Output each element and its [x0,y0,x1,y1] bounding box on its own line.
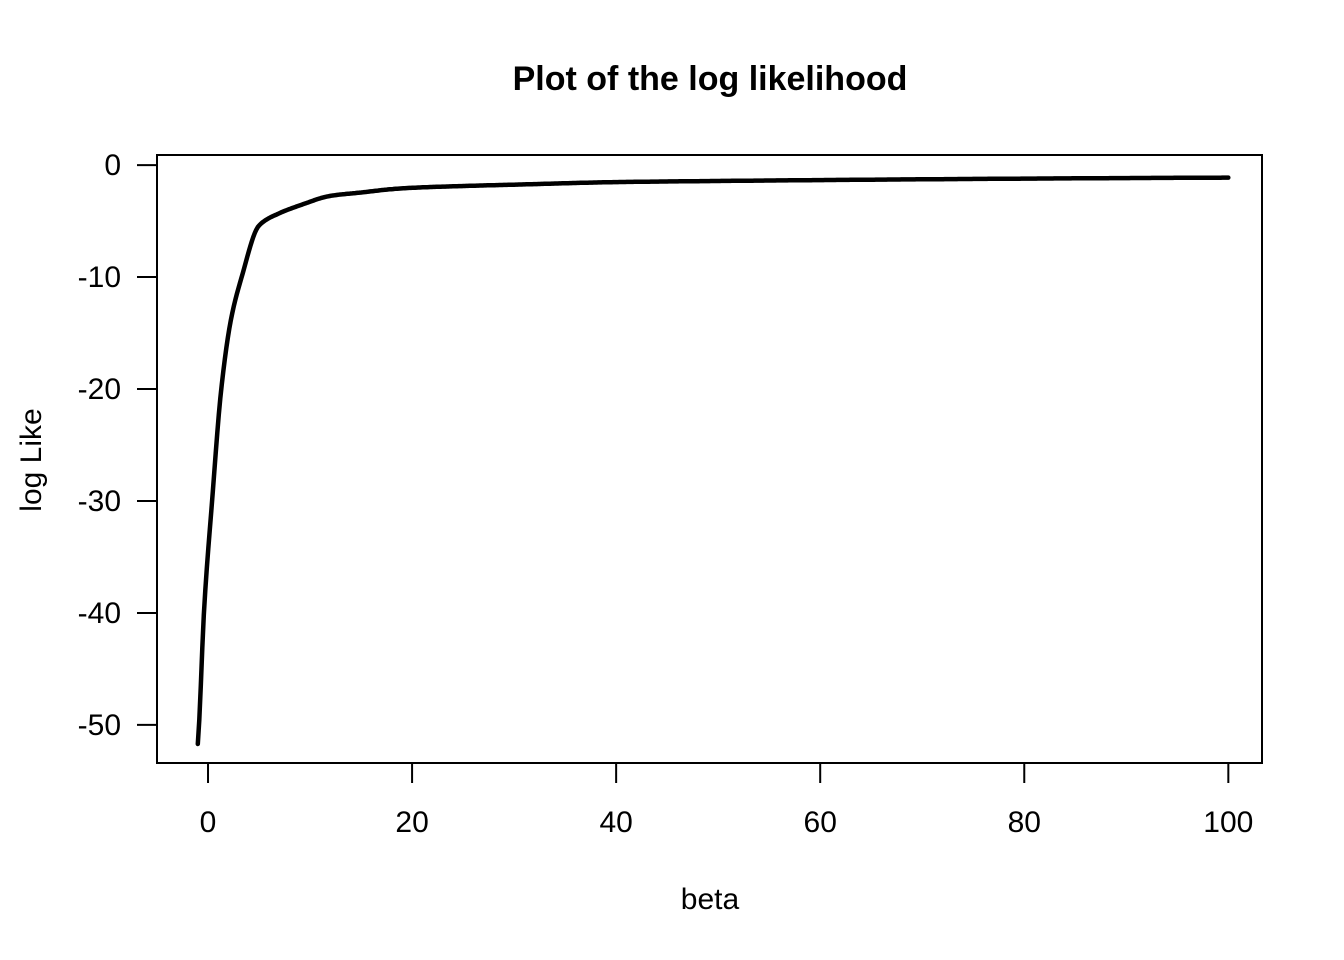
x-tick-label: 20 [395,806,428,839]
y-tick-label: -20 [78,373,121,406]
y-tick-label: 0 [104,149,121,182]
y-tick-label: -50 [78,709,121,742]
y-axis-label: log Like [15,408,48,512]
loglik-curve [195,175,1231,747]
plot-box [156,154,1263,764]
y-tick-label: -40 [78,597,121,630]
plot-title: Plot of the log likelihood [512,60,908,98]
y-tick-label: -30 [78,485,121,518]
x-tick-label: 40 [599,806,632,839]
x-tick-label: 60 [804,806,837,839]
x-tick-label: 0 [200,806,217,839]
x-tick-label: 80 [1008,806,1041,839]
x-tick-label: 100 [1203,806,1253,839]
y-tick-label: -10 [78,261,121,294]
x-axis-label: beta [680,883,740,916]
